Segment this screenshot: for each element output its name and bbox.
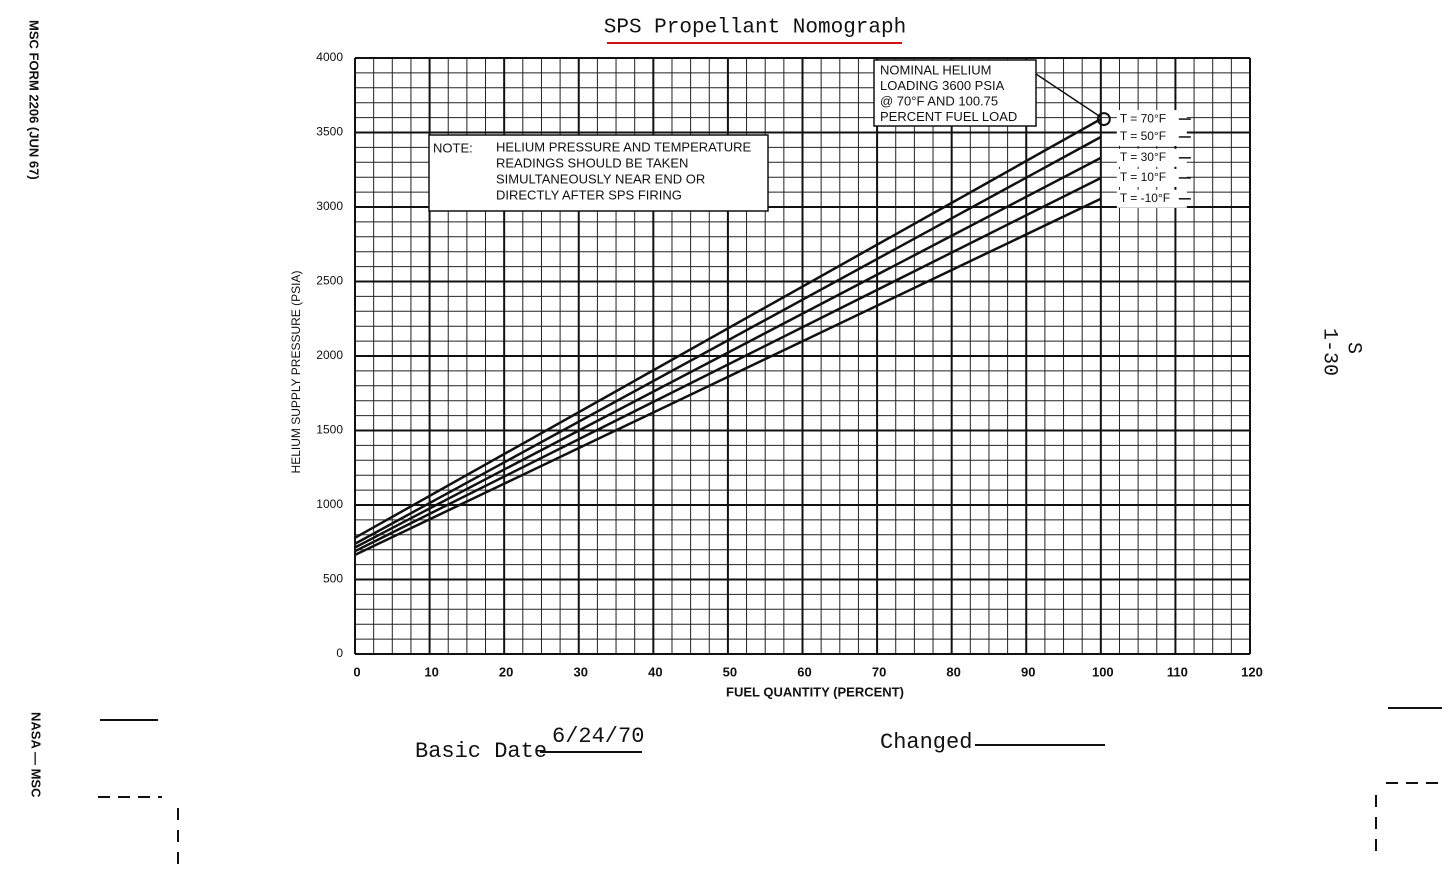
legend-label: T = 10°F (1120, 170, 1166, 184)
static-layout (98, 42, 1442, 872)
y-tick-label: 3500 (316, 125, 343, 139)
basic-date: 6/24/70 (552, 724, 644, 749)
leader-line (1035, 73, 1102, 118)
basic-date-label: Basic Date (415, 739, 547, 764)
x-tick-label: 110 (1167, 664, 1188, 679)
legend-label: T = 30°F (1120, 150, 1166, 164)
legend-bg (1116, 127, 1187, 146)
form-id: MSC FORM 2206 (JUN 67) (27, 20, 42, 180)
x-tick-label: 60 (797, 664, 811, 679)
annotation-text: NOMINAL HELIUM (880, 62, 991, 77)
x-tick-label: 80 (946, 664, 960, 679)
annotation-text: PERCENT FUEL LOAD (880, 109, 1017, 124)
annotation-text: HELIUM PRESSURE AND TEMPERATURE (496, 139, 752, 154)
x-tick-label: 10 (424, 664, 438, 679)
annotation-text: LOADING 3600 PSIA (880, 78, 1005, 93)
x-tick-label: 0 (353, 664, 360, 679)
y-tick-label: 0 (336, 646, 343, 660)
y-tick-label: 2000 (316, 348, 343, 362)
nominal-box (873, 59, 1037, 127)
legend-label: T = 70°F (1120, 111, 1166, 125)
x-tick-label: 50 (723, 664, 737, 679)
x-tick-label: 30 (574, 664, 588, 679)
y-tick-label: 500 (323, 572, 343, 586)
annotation-text: @ 70°F AND 100.75 (880, 93, 998, 108)
legend-label: T = 50°F (1120, 129, 1166, 143)
series-line (354, 197, 1102, 557)
x-tick-label: 20 (499, 664, 513, 679)
y-tick-label: 1500 (316, 423, 343, 437)
nominal-point (1096, 112, 1111, 127)
legend-bg (1116, 110, 1187, 129)
y-tick-label: 3000 (316, 199, 343, 213)
annotation-text: DIRECTLY AFTER SPS FIRING (496, 187, 682, 202)
y-tick-label: 2500 (316, 274, 343, 288)
legend-bg (1116, 168, 1187, 187)
legend-bg (1116, 148, 1187, 167)
series-line (354, 176, 1102, 553)
legend-bg (1116, 189, 1187, 208)
annotation-text: SIMULTANEOUSLY NEAR END OR (496, 171, 705, 186)
chart-title: SPS Propellant Nomograph (604, 17, 906, 40)
x-tick-label: 40 (648, 664, 662, 679)
legend-label: T = -10°F (1120, 191, 1170, 205)
page-number: 1-30 (1318, 328, 1341, 376)
x-tick-label: 90 (1021, 664, 1035, 679)
y-tick-label: 1000 (316, 497, 343, 511)
y-tick-label: 4000 (316, 50, 343, 64)
agency: NASA — MSC (29, 712, 44, 798)
x-tick-label: 120 (1241, 664, 1263, 679)
annotation-text: NOTE: (433, 140, 473, 155)
series-line (354, 135, 1102, 545)
changed-label: Changed (880, 730, 972, 755)
series-line (354, 118, 1102, 539)
x-axis-label: FUEL QUANTITY (PERCENT) (726, 684, 904, 699)
x-tick-label: 100 (1092, 664, 1114, 679)
y-axis-label: HELIUM SUPPLY PRESSURE (PSIA) (289, 271, 303, 474)
section: S (1342, 342, 1365, 354)
note-box (428, 134, 769, 212)
x-tick-label: 70 (872, 664, 886, 679)
series-line (354, 156, 1102, 549)
annotation-text: READINGS SHOULD BE TAKEN (496, 155, 688, 170)
